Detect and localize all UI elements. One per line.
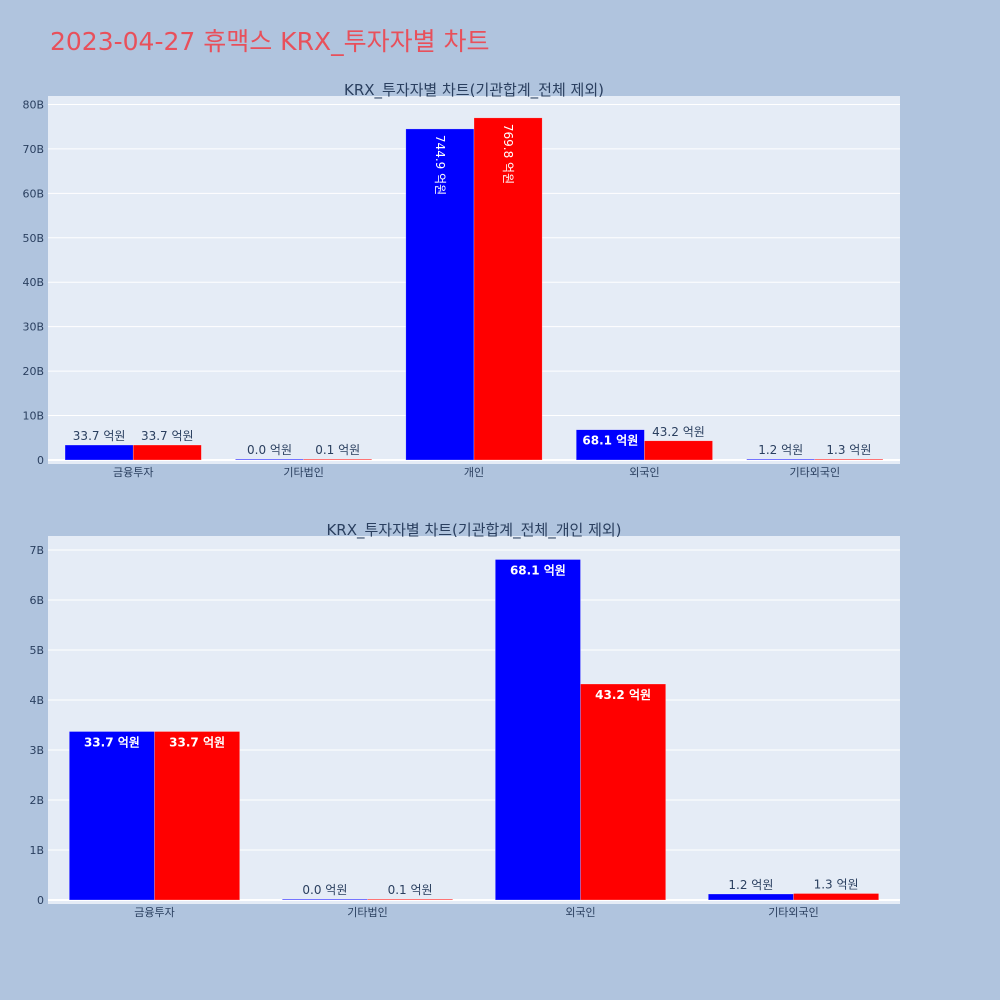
data-label: 0.0 억원	[302, 883, 347, 897]
bar	[64, 444, 134, 461]
data-label: 769.8 억원	[501, 124, 515, 184]
y-tick-label: 3B	[29, 744, 44, 757]
bar	[793, 893, 879, 901]
bar	[708, 893, 794, 901]
data-label: 1.3 억원	[826, 443, 871, 457]
x-tick-label: 외국인	[629, 466, 659, 479]
bar	[580, 683, 666, 901]
bar	[235, 458, 304, 461]
chart-title: KRX_투자자별 차트(기관합계_전체 제외)	[344, 81, 604, 100]
data-label: 0.1 억원	[388, 883, 433, 897]
bar	[303, 458, 373, 461]
bar	[473, 117, 543, 461]
x-tick-label: 기타법인	[283, 466, 323, 479]
y-tick-label: 10B	[22, 410, 44, 423]
bar	[405, 128, 475, 461]
data-label: 43.2 억원	[595, 688, 651, 702]
bar	[575, 429, 645, 461]
y-tick-label: 30B	[22, 321, 44, 334]
data-label: 33.7 억원	[73, 429, 126, 443]
x-tick-label: 기타법인	[347, 906, 387, 919]
y-tick-label: 50B	[22, 232, 44, 245]
x-tick-label: 외국인	[565, 906, 595, 919]
data-label: 33.7 억원	[84, 736, 140, 750]
y-tick-label: 2B	[29, 794, 44, 807]
bar	[746, 458, 816, 461]
y-tick-label: 6B	[29, 594, 44, 607]
bar	[814, 458, 884, 461]
y-tick-label: 7B	[29, 544, 44, 557]
bar	[154, 731, 240, 901]
bar	[69, 731, 155, 901]
y-tick-label: 20B	[22, 365, 44, 378]
data-label: 1.2 억원	[758, 443, 803, 457]
y-tick-label: 80B	[22, 98, 44, 111]
x-tick-label: 기타외국인	[789, 466, 840, 479]
x-tick-label: 금융투자	[113, 466, 153, 479]
data-label: 68.1 억원	[510, 564, 566, 578]
data-label: 744.9 억원	[433, 135, 447, 195]
y-tick-label: 0	[37, 454, 44, 467]
y-tick-label: 60B	[22, 187, 44, 200]
y-tick-label: 0	[37, 894, 44, 907]
x-tick-label: 개인	[464, 466, 484, 479]
data-label: 1.2 억원	[728, 878, 773, 892]
data-label: 0.1 억원	[315, 443, 360, 457]
y-tick-label: 70B	[22, 143, 44, 156]
y-tick-label: 40B	[22, 276, 44, 289]
bar	[367, 898, 453, 901]
data-label: 0.0 억원	[247, 443, 292, 457]
chart-investor-total: KRX_투자자별 차트(기관합계_전체 제외) 0 10B 20B 30B 40B 50B 6…	[22, 81, 900, 479]
data-label: 33.7 억원	[169, 736, 225, 750]
data-label: 68.1 억원	[582, 434, 638, 448]
x-tick-label: 기타외국인	[768, 906, 819, 919]
x-tick-label: 금융투자	[134, 906, 174, 919]
chart-title: KRX_투자자별 차트(기관합계_전체_개인 제외)	[326, 521, 621, 540]
y-tick-label: 1B	[29, 844, 44, 857]
bar	[132, 444, 202, 461]
chart-investor-excl-individual: KRX_투자자별 차트(기관합계_전체_개인 제외) 0 1B 2B 3B 4B 5B 6B 7…	[29, 521, 900, 919]
y-tick-label: 5B	[29, 644, 44, 657]
page-title: 2023-04-27 휴맥스 KRX_투자자별 차트	[50, 27, 490, 56]
data-label: 33.7 억원	[141, 429, 194, 443]
data-label: 1.3 억원	[814, 878, 859, 892]
bar	[495, 559, 581, 901]
data-label: 43.2 억원	[652, 425, 705, 439]
y-tick-label: 4B	[29, 694, 44, 707]
bar	[644, 440, 713, 461]
bar	[282, 898, 368, 901]
